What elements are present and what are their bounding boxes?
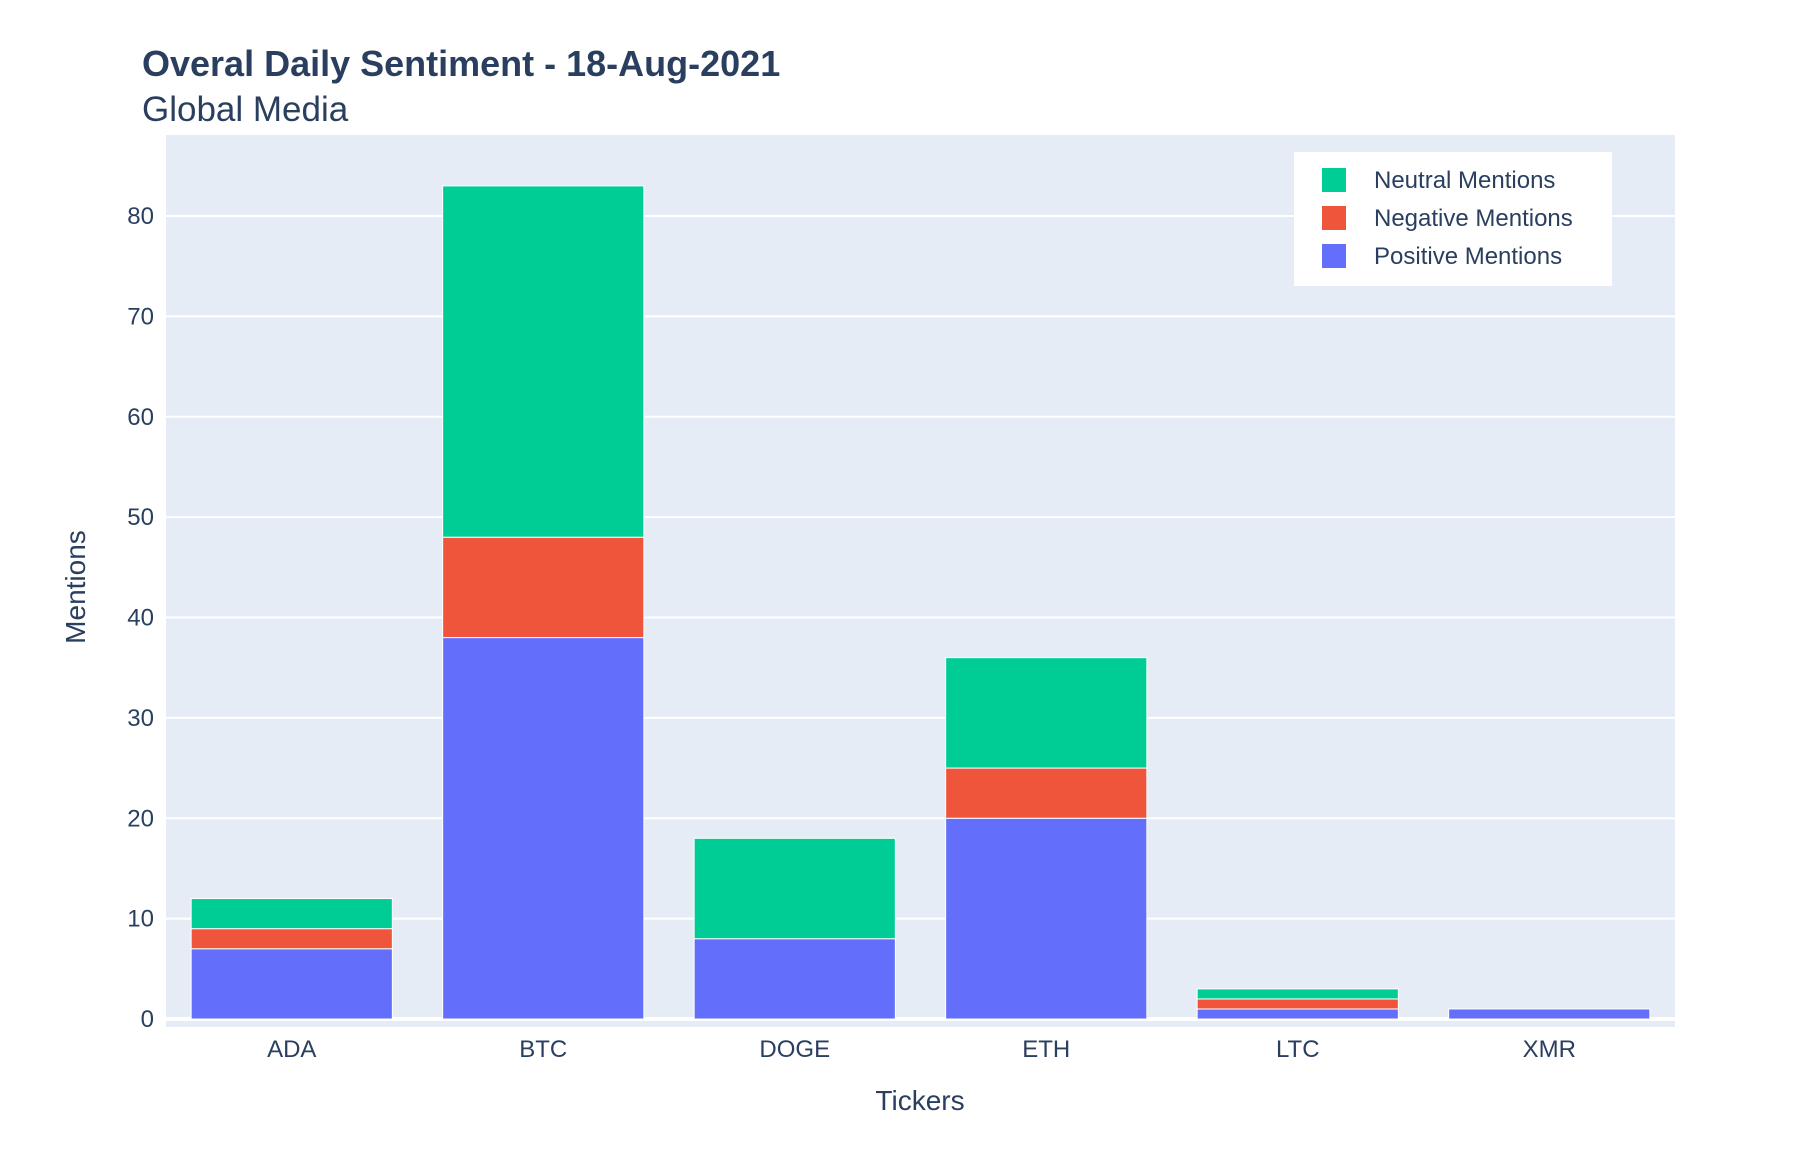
bar-segment[interactable] <box>442 637 645 1020</box>
bar-segment[interactable] <box>693 938 896 1020</box>
bar-segment[interactable] <box>190 948 393 1020</box>
y-tick-label: 50 <box>127 504 154 531</box>
gridlines <box>166 215 1675 1021</box>
bar-segment[interactable] <box>945 767 1148 819</box>
bar-segment[interactable] <box>190 898 393 930</box>
y-axis-ticks: 0 10 20 30 40 50 60 70 80 <box>127 203 154 1033</box>
x-axis-ticks: ADA BTC DOGE ETH LTC XMR <box>267 1036 1576 1063</box>
bar-segment[interactable] <box>1448 1008 1651 1020</box>
y-tick-label: 70 <box>127 303 154 330</box>
bar-segment[interactable] <box>442 185 645 538</box>
legend: Neutral Mentions Negative Mentions Positiv… <box>1294 152 1612 286</box>
legend-label[interactable]: Negative Mentions <box>1374 205 1573 232</box>
bar-segment[interactable] <box>693 837 896 940</box>
legend-box <box>1294 152 1612 286</box>
x-tick-label: ETH <box>1022 1036 1070 1063</box>
bar-segment[interactable] <box>945 817 1148 1020</box>
bar-segment[interactable] <box>1196 1008 1399 1020</box>
y-tick-label: 40 <box>127 605 154 632</box>
y-tick-label: 20 <box>127 805 154 832</box>
chart-title: Overal Daily Sentiment - 18-Aug-2021 <box>142 43 780 84</box>
y-tick-label: 10 <box>127 906 154 933</box>
y-tick-label: 0 <box>141 1006 154 1033</box>
x-tick-label: ADA <box>267 1036 316 1063</box>
x-tick-label: LTC <box>1276 1036 1320 1063</box>
y-tick-label: 80 <box>127 203 154 230</box>
y-tick-label: 30 <box>127 705 154 732</box>
x-tick-label: DOGE <box>759 1036 830 1063</box>
legend-swatch[interactable] <box>1322 244 1346 268</box>
legend-label[interactable]: Positive Mentions <box>1374 243 1562 270</box>
bar-segment[interactable] <box>190 928 393 950</box>
y-axis-title: Mentions <box>60 530 91 644</box>
y-tick-label: 60 <box>127 404 154 431</box>
bars <box>190 185 1651 1020</box>
x-tick-label: BTC <box>519 1036 567 1063</box>
legend-swatch[interactable] <box>1322 206 1346 230</box>
legend-swatch[interactable] <box>1322 168 1346 192</box>
bar-segment[interactable] <box>945 657 1148 769</box>
x-axis-title: Tickers <box>875 1085 964 1116</box>
legend-label[interactable]: Neutral Mentions <box>1374 167 1555 194</box>
bar-segment[interactable] <box>1196 988 1399 1000</box>
chart-subtitle: Global Media <box>142 90 349 129</box>
bar-segment[interactable] <box>1196 998 1399 1010</box>
bar-segment[interactable] <box>442 536 645 639</box>
x-tick-label: XMR <box>1523 1036 1576 1063</box>
